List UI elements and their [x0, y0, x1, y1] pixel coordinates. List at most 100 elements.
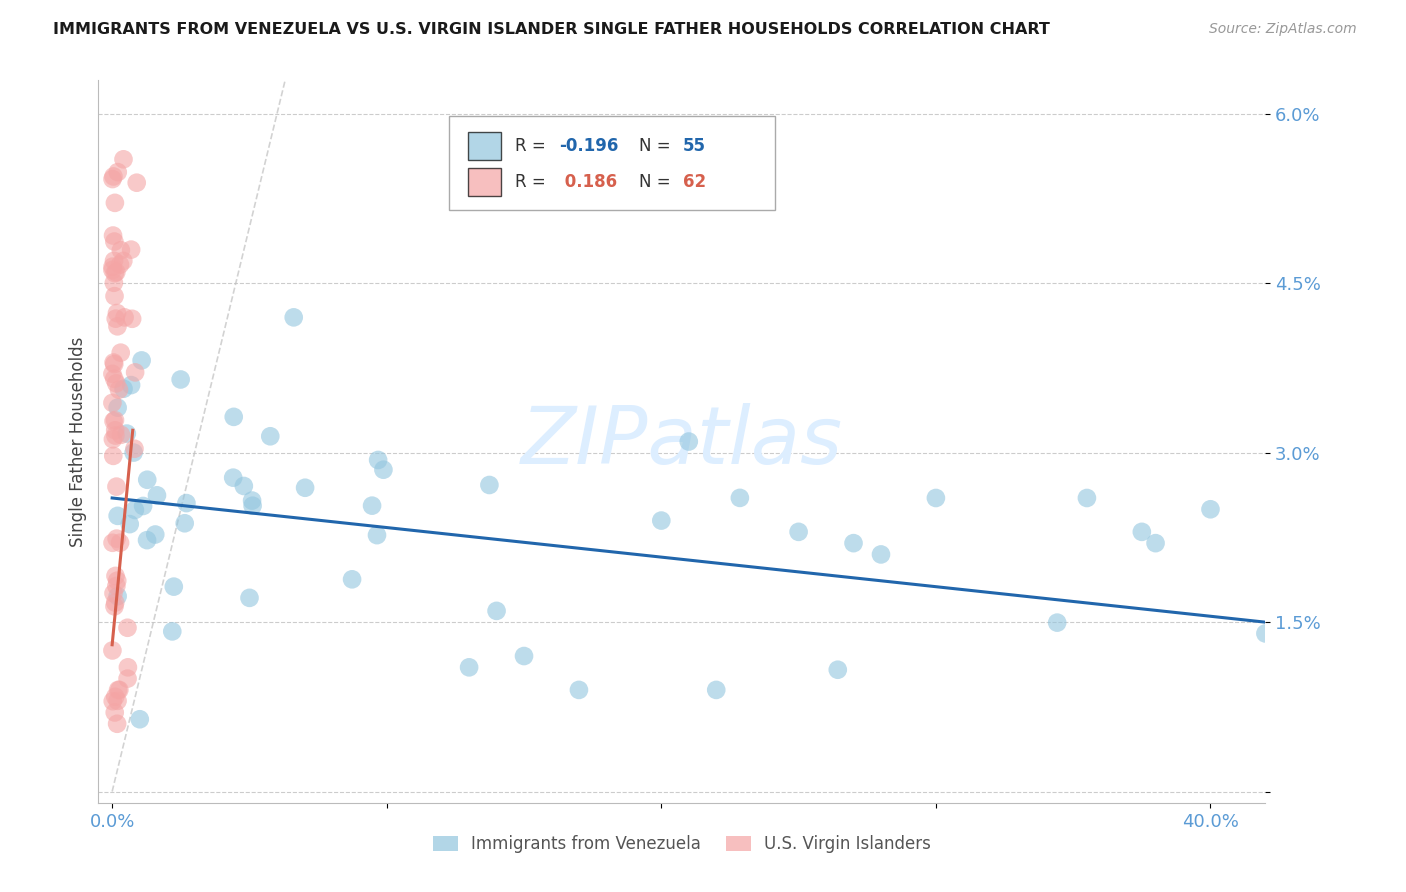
- Point: [162, 624, 184, 639]
- Point: [103, 276, 125, 290]
- Point: [925, 491, 948, 505]
- Point: [222, 470, 245, 484]
- Point: [240, 493, 263, 508]
- Point: [1144, 536, 1167, 550]
- Point: [103, 372, 125, 386]
- Point: [568, 682, 591, 697]
- Point: [728, 491, 751, 505]
- Point: [122, 445, 145, 459]
- Point: [112, 253, 135, 268]
- Point: [108, 258, 131, 272]
- Point: [101, 536, 124, 550]
- Point: [1046, 615, 1069, 630]
- Point: [105, 306, 128, 320]
- Point: [101, 228, 124, 243]
- Point: [105, 574, 128, 588]
- Point: [101, 396, 124, 410]
- Text: N =: N =: [638, 173, 676, 191]
- Point: [1254, 626, 1277, 640]
- Point: [373, 463, 395, 477]
- Point: [103, 169, 125, 184]
- Point: [103, 235, 125, 249]
- Point: [101, 432, 124, 446]
- Text: 0.186: 0.186: [560, 173, 617, 191]
- Text: N =: N =: [638, 137, 676, 155]
- Point: [103, 253, 125, 268]
- Point: [650, 514, 672, 528]
- Point: [105, 532, 128, 546]
- Point: [108, 682, 131, 697]
- Point: [101, 263, 124, 277]
- Point: [143, 527, 166, 541]
- Point: [104, 569, 127, 583]
- Point: [105, 480, 128, 494]
- Point: [107, 589, 129, 603]
- Point: [112, 153, 135, 167]
- Point: [121, 311, 143, 326]
- Point: [458, 660, 481, 674]
- Point: [105, 265, 128, 279]
- Point: [283, 310, 305, 325]
- Point: [103, 414, 125, 428]
- Point: [104, 413, 127, 427]
- Point: [124, 503, 146, 517]
- Point: [105, 716, 128, 731]
- Point: [1199, 502, 1222, 516]
- Point: [124, 365, 146, 379]
- Text: Source: ZipAtlas.com: Source: ZipAtlas.com: [1209, 22, 1357, 37]
- Point: [366, 528, 388, 542]
- Point: [107, 401, 129, 415]
- Point: [101, 367, 124, 381]
- Point: [103, 599, 125, 614]
- Point: [101, 260, 124, 274]
- Point: [118, 517, 141, 532]
- Point: [110, 427, 132, 442]
- Point: [105, 579, 128, 593]
- Text: 55: 55: [683, 137, 706, 155]
- Point: [110, 244, 132, 258]
- Point: [238, 591, 260, 605]
- Point: [870, 548, 893, 562]
- Point: [117, 672, 139, 686]
- Point: [1076, 491, 1098, 505]
- Point: [104, 311, 127, 326]
- Point: [104, 428, 127, 442]
- Point: [120, 243, 142, 257]
- Text: -0.196: -0.196: [560, 137, 619, 155]
- Text: IMMIGRANTS FROM VENEZUELA VS U.S. VIRGIN ISLANDER SINGLE FATHER HOUSEHOLDS CORRE: IMMIGRANTS FROM VENEZUELA VS U.S. VIRGIN…: [53, 22, 1050, 37]
- Point: [222, 409, 245, 424]
- Point: [787, 524, 810, 539]
- Point: [242, 499, 264, 513]
- Point: [104, 195, 127, 210]
- Point: [131, 353, 153, 368]
- Text: ZIPatlas: ZIPatlas: [520, 402, 844, 481]
- Point: [1130, 524, 1153, 539]
- Point: [117, 621, 139, 635]
- Point: [678, 434, 700, 449]
- Point: [108, 535, 131, 549]
- Point: [136, 473, 159, 487]
- Point: [103, 586, 125, 600]
- Y-axis label: Single Father Households: Single Father Households: [69, 336, 87, 547]
- Point: [104, 266, 127, 280]
- Point: [367, 453, 389, 467]
- Point: [132, 499, 155, 513]
- Text: R =: R =: [515, 137, 551, 155]
- Point: [101, 643, 124, 657]
- Point: [294, 481, 316, 495]
- Point: [107, 694, 129, 708]
- FancyBboxPatch shape: [468, 132, 501, 160]
- Point: [827, 663, 849, 677]
- Point: [103, 357, 125, 371]
- Point: [478, 478, 501, 492]
- Point: [120, 378, 142, 392]
- Point: [176, 496, 198, 510]
- Point: [114, 310, 136, 325]
- Point: [105, 376, 128, 391]
- Point: [112, 382, 135, 396]
- Point: [128, 712, 150, 726]
- Point: [485, 604, 508, 618]
- Point: [107, 682, 129, 697]
- Text: 62: 62: [683, 173, 706, 191]
- Point: [146, 488, 169, 502]
